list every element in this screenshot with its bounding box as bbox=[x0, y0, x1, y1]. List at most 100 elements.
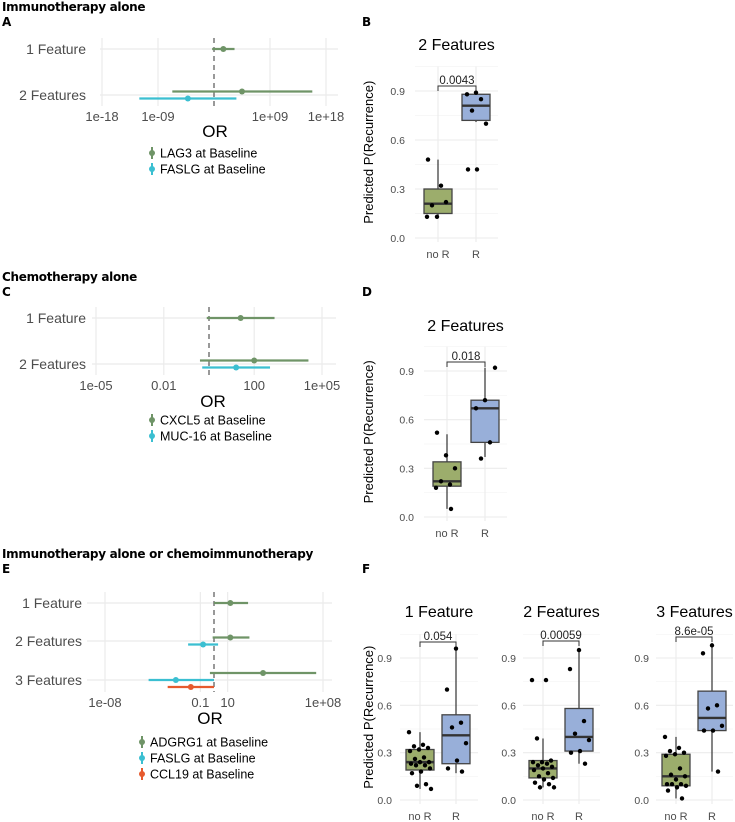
x-tick-label: no R bbox=[664, 811, 687, 822]
y-tick-label: 0.3 bbox=[399, 463, 414, 475]
box-iqr bbox=[461, 93, 491, 122]
p-value-label: 0.00059 bbox=[540, 630, 582, 642]
data-point bbox=[551, 785, 557, 790]
y-tick-label: 0.0 bbox=[501, 795, 516, 807]
significance-bracket bbox=[419, 641, 457, 647]
box-iqr bbox=[441, 714, 471, 765]
legend-key-dot bbox=[149, 417, 155, 423]
data-point bbox=[417, 759, 423, 765]
y-tick-label: 0.3 bbox=[634, 748, 649, 760]
data-point bbox=[665, 788, 671, 793]
data-point bbox=[458, 720, 464, 725]
data-point bbox=[576, 647, 582, 653]
data-point bbox=[681, 750, 687, 755]
significance-bracket bbox=[542, 640, 580, 646]
data-point bbox=[478, 456, 484, 461]
data-point bbox=[701, 728, 707, 733]
x-tick-label: R bbox=[481, 528, 489, 540]
data-point bbox=[549, 764, 555, 770]
legend-label: FASLG at Baseline bbox=[160, 163, 266, 177]
data-point bbox=[529, 677, 535, 683]
odds-ratio-point bbox=[260, 670, 267, 676]
odds-ratio-point bbox=[237, 315, 244, 321]
data-point bbox=[531, 767, 537, 773]
panel-title: 1 Feature bbox=[405, 604, 474, 621]
x-tick-label: R bbox=[708, 811, 716, 822]
data-point bbox=[667, 748, 673, 754]
x-tick-label: 1e-05 bbox=[79, 378, 112, 393]
section-title-chemotherapy: Chemotherapy alone bbox=[2, 270, 137, 284]
data-point bbox=[715, 769, 721, 774]
data-point bbox=[469, 108, 475, 113]
odds-ratio-point bbox=[251, 357, 258, 364]
data-point bbox=[473, 90, 479, 95]
y-axis-label: Predicted P(Recurrence) bbox=[361, 360, 376, 503]
data-point bbox=[444, 687, 450, 692]
data-point bbox=[541, 777, 547, 782]
odds-ratio-point bbox=[172, 677, 179, 683]
legend-label: ADGRG1 at Baseline bbox=[150, 736, 268, 750]
legend-label: FASLG at Baseline bbox=[150, 752, 256, 766]
panel-label-e: E bbox=[2, 562, 11, 576]
data-point bbox=[535, 763, 541, 768]
data-point bbox=[434, 430, 440, 435]
p-value-label: 0.0043 bbox=[439, 75, 474, 87]
data-point bbox=[530, 759, 536, 765]
y-tick-label: 0.6 bbox=[390, 135, 405, 147]
data-point bbox=[705, 706, 711, 711]
data-point bbox=[449, 725, 455, 730]
data-point bbox=[536, 774, 542, 779]
data-point bbox=[425, 157, 431, 162]
y-tick-label: 0.0 bbox=[377, 795, 392, 807]
data-point bbox=[581, 718, 587, 724]
data-point bbox=[677, 766, 683, 771]
odds-ratio-point bbox=[233, 364, 240, 371]
data-point bbox=[409, 770, 415, 776]
data-point bbox=[682, 774, 688, 779]
data-point bbox=[679, 796, 685, 801]
y-tick-label: 0.0 bbox=[390, 233, 405, 245]
data-point bbox=[416, 747, 422, 752]
data-point bbox=[406, 729, 412, 735]
row-label: 2 Features bbox=[19, 356, 86, 372]
p-value-label: 0.054 bbox=[424, 631, 453, 643]
legend-key-dot bbox=[149, 166, 155, 172]
panel-label-f: F bbox=[362, 562, 371, 576]
data-point bbox=[545, 770, 551, 776]
legend-label: CXCL5 at Baseline bbox=[160, 414, 266, 428]
x-tick-label: no R bbox=[531, 811, 554, 822]
panel-title: 2 Features bbox=[427, 318, 503, 335]
p-value-label: 0.018 bbox=[452, 351, 481, 363]
data-point bbox=[463, 741, 469, 746]
row-label: 2 Features bbox=[19, 87, 86, 103]
data-point bbox=[663, 753, 669, 759]
section-title-immunotherapy: Immunotherapy alone bbox=[2, 0, 146, 14]
data-point bbox=[550, 775, 556, 781]
data-point bbox=[428, 786, 434, 792]
y-tick-label: 0.9 bbox=[399, 366, 414, 378]
panel-label-d: D bbox=[362, 285, 372, 299]
x-tick-label: no R bbox=[408, 811, 431, 822]
data-point bbox=[577, 748, 583, 754]
x-tick-label: 0.01 bbox=[151, 378, 176, 393]
data-point bbox=[426, 759, 432, 765]
panel-title: 2 Features bbox=[523, 604, 599, 621]
data-point bbox=[572, 731, 578, 736]
data-point bbox=[412, 756, 418, 762]
data-point bbox=[425, 745, 431, 751]
data-point bbox=[674, 785, 680, 790]
data-point bbox=[434, 214, 440, 219]
data-point bbox=[445, 766, 451, 771]
x-tick-label: R bbox=[575, 811, 583, 822]
panel-label-c: C bbox=[2, 285, 11, 299]
y-tick-label: 0.3 bbox=[377, 748, 392, 760]
data-point bbox=[568, 750, 574, 755]
x-tick-label: 1e+05 bbox=[304, 378, 341, 393]
legend-key-dot bbox=[149, 150, 155, 156]
x-tick-label: no R bbox=[426, 249, 449, 261]
data-point bbox=[465, 167, 471, 172]
data-point bbox=[453, 646, 459, 651]
data-point bbox=[418, 769, 424, 774]
data-point bbox=[492, 365, 498, 370]
odds-ratio-point bbox=[220, 46, 227, 52]
